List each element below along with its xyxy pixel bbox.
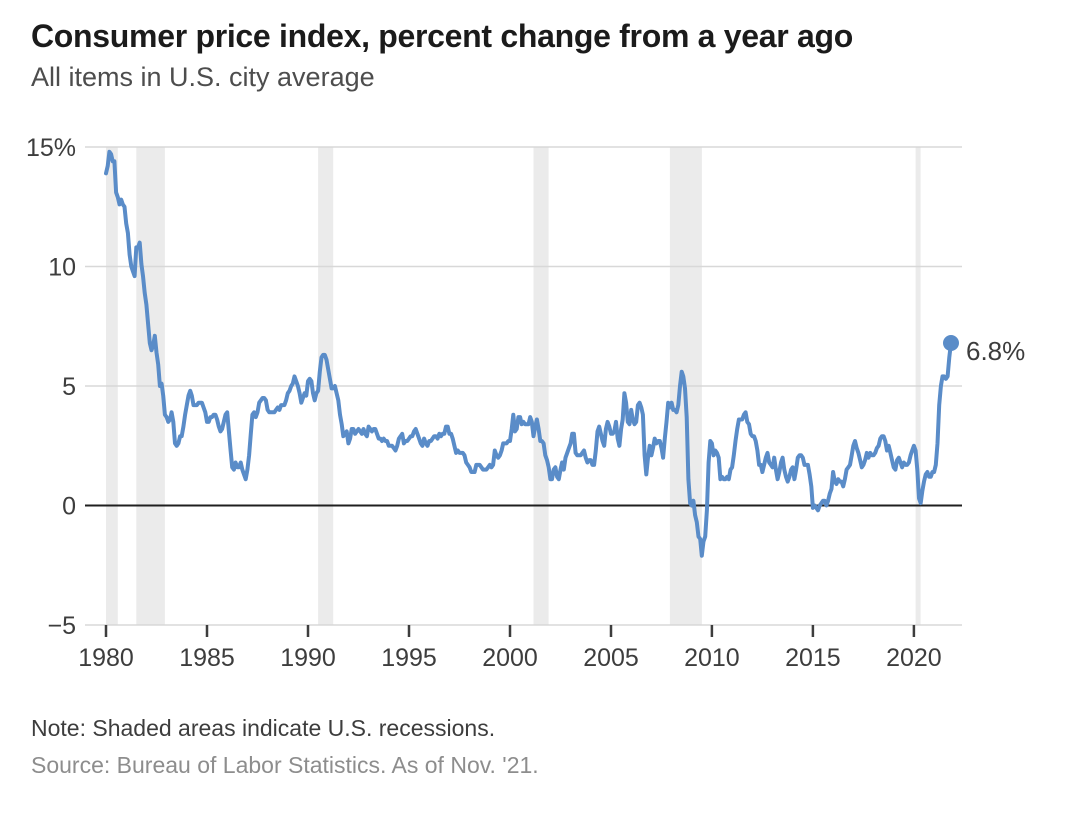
y-axis-label: 0 bbox=[62, 493, 76, 521]
x-axis-label: 2010 bbox=[684, 644, 740, 672]
y-axis-label: 10 bbox=[48, 254, 76, 282]
note-text: Note: Shaded areas indicate U.S. recessi… bbox=[31, 715, 496, 741]
x-axis-label: 2020 bbox=[886, 644, 942, 672]
x-axis-label: 1990 bbox=[280, 644, 336, 672]
x-axis-label: 1995 bbox=[381, 644, 437, 672]
y-axis-label: 5 bbox=[62, 373, 76, 401]
x-axis-label: 1985 bbox=[179, 644, 235, 672]
source-text: Source: Bureau of Labor Statistics. As o… bbox=[31, 752, 539, 778]
x-axis-label: 2005 bbox=[583, 644, 639, 672]
chart-subtitle: All items in U.S. city average bbox=[31, 62, 375, 92]
latest-point-dot bbox=[943, 335, 959, 351]
latest-value-label: 6.8% bbox=[966, 336, 1026, 366]
cpi-line bbox=[104, 149, 953, 558]
chart-title: Consumer price index, percent change fro… bbox=[31, 18, 853, 54]
y-axis-label: 15% bbox=[26, 134, 76, 162]
x-axis-label: 2000 bbox=[482, 644, 538, 672]
x-axis-label: 2015 bbox=[785, 644, 841, 672]
x-axis-label: 1980 bbox=[78, 644, 134, 672]
y-axis-label: −5 bbox=[47, 612, 76, 640]
